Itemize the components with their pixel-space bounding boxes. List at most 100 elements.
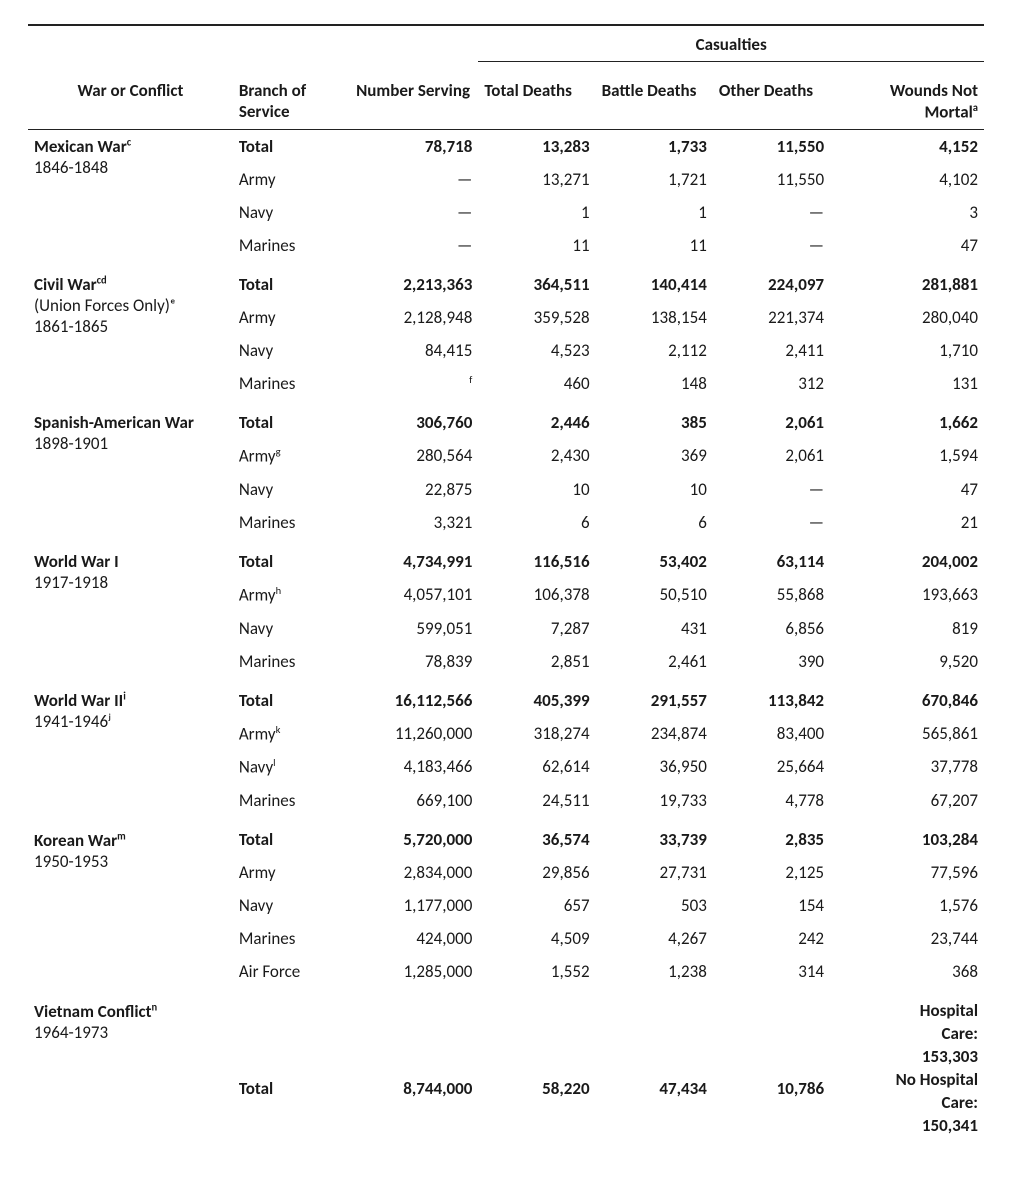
- war-title-cell: Spanish-American War1898-1901: [28, 400, 233, 539]
- empty-cell: [596, 988, 713, 1072]
- other-deaths-cell: 83,400: [713, 717, 830, 751]
- wounds-cell: 47: [830, 229, 984, 262]
- branch-cell: Navy: [233, 473, 350, 506]
- wounds-cell: 4,152: [830, 129, 984, 163]
- serving-cell: 2,213,363: [350, 262, 478, 301]
- serving-cell: f: [350, 367, 478, 401]
- wounds-cell: 1,710: [830, 334, 984, 367]
- branch-cell: Armyk: [233, 717, 350, 751]
- other-deaths-cell: 55,868: [713, 578, 830, 612]
- battle-deaths-cell: 2,112: [596, 334, 713, 367]
- wounds-cell: 819: [830, 612, 984, 645]
- wounds-cell: 193,663: [830, 578, 984, 612]
- branch-cell: Total: [233, 539, 350, 578]
- table-row: Mexican Warc1846-1848Total78,71813,2831,…: [28, 129, 984, 163]
- serving-cell: 669,100: [350, 784, 478, 817]
- branch-cell: Total: [233, 129, 350, 163]
- total-deaths-cell: 10: [478, 473, 595, 506]
- other-deaths-cell: —: [713, 229, 830, 262]
- wounds-cell: 37,778: [830, 750, 984, 784]
- wounds-cell: 9,520: [830, 645, 984, 678]
- serving-cell: 306,760: [350, 400, 478, 439]
- table-row: World War IIi1941-1946ʲTotal16,112,56640…: [28, 678, 984, 717]
- battle-deaths-cell: 138,154: [596, 301, 713, 334]
- total-deaths-cell: 405,399: [478, 678, 595, 717]
- wounds-cell: 281,881: [830, 262, 984, 301]
- branch-cell: Army: [233, 301, 350, 334]
- battle-deaths-cell: 36,950: [596, 750, 713, 784]
- branch-cell: Marines: [233, 367, 350, 401]
- serving-cell: 84,415: [350, 334, 478, 367]
- branch-cell: Navyl: [233, 750, 350, 784]
- battle-deaths-cell: 11: [596, 229, 713, 262]
- serving-cell: —: [350, 163, 478, 196]
- table-row: Civil Warcd(Union Forces Only)ᵉ1861-1865…: [28, 262, 984, 301]
- battle-deaths-cell: 1,721: [596, 163, 713, 196]
- total-deaths-cell: 116,516: [478, 539, 595, 578]
- total-deaths-cell: 62,614: [478, 750, 595, 784]
- header-other-deaths: Other Deaths: [713, 74, 830, 129]
- battle-deaths-cell: 291,557: [596, 678, 713, 717]
- branch-cell: Marines: [233, 506, 350, 539]
- other-deaths-cell: 25,664: [713, 750, 830, 784]
- total-deaths-cell: 4,523: [478, 334, 595, 367]
- total-deaths-cell: 4,509: [478, 922, 595, 955]
- wounds-cell: 670,846: [830, 678, 984, 717]
- total-deaths-cell: 7,287: [478, 612, 595, 645]
- serving-cell: 1,285,000: [350, 955, 478, 988]
- other-deaths-cell: 4,778: [713, 784, 830, 817]
- header-battle-deaths: Battle Deaths: [596, 74, 713, 129]
- other-deaths-cell: 2,125: [713, 856, 830, 889]
- empty-cell: [350, 988, 478, 1072]
- serving-cell: 3,321: [350, 506, 478, 539]
- casualty-table: Casualties War or Conflict Branch of Ser…: [28, 24, 984, 1144]
- war-title-cell: Korean Warm1950-1953: [28, 817, 233, 988]
- other-deaths-cell: —: [713, 506, 830, 539]
- wounds-cell: 1,576: [830, 889, 984, 922]
- battle-deaths-cell: 385: [596, 400, 713, 439]
- total-deaths-cell: 106,378: [478, 578, 595, 612]
- war-title-cell: World War I1917-1918: [28, 539, 233, 678]
- total-deaths-cell: 36,574: [478, 817, 595, 856]
- serving-cell: 5,720,000: [350, 817, 478, 856]
- branch-cell: Army: [233, 163, 350, 196]
- battle-deaths-cell: 53,402: [596, 539, 713, 578]
- branch-cell: Navy: [233, 612, 350, 645]
- battle-deaths-cell: 234,874: [596, 717, 713, 751]
- other-deaths-cell: 242: [713, 922, 830, 955]
- total-deaths-cell: 13,283: [478, 129, 595, 163]
- header-branch: Branch of Service: [233, 74, 350, 129]
- serving-cell: —: [350, 229, 478, 262]
- other-deaths-cell: 2,061: [713, 400, 830, 439]
- battle-deaths-cell: 10: [596, 473, 713, 506]
- wounds-cell: 204,002: [830, 539, 984, 578]
- total-deaths-cell: 2,446: [478, 400, 595, 439]
- other-deaths-cell: 2,411: [713, 334, 830, 367]
- total-deaths-cell: 1,552: [478, 955, 595, 988]
- battle-deaths-cell: 1,733: [596, 129, 713, 163]
- branch-cell: Air Force: [233, 955, 350, 988]
- serving-cell: 424,000: [350, 922, 478, 955]
- other-deaths-cell: 11,550: [713, 129, 830, 163]
- total-deaths-cell: 1: [478, 196, 595, 229]
- header-war: War or Conflict: [28, 74, 233, 129]
- casualties-header: Casualties: [478, 25, 984, 62]
- other-deaths-cell: 11,550: [713, 163, 830, 196]
- war-title-cell: Vietnam Conflictn1964-1973: [28, 988, 233, 1144]
- wounds-cell: 1,662: [830, 400, 984, 439]
- branch-cell: Navy: [233, 889, 350, 922]
- war-title-cell: Civil Warcd(Union Forces Only)ᵉ1861-1865: [28, 262, 233, 401]
- other-deaths-cell: 2,061: [713, 439, 830, 473]
- branch-cell: Marines: [233, 229, 350, 262]
- battle-deaths-cell: 33,739: [596, 817, 713, 856]
- battle-deaths-cell: 1: [596, 196, 713, 229]
- other-deaths-cell: 113,842: [713, 678, 830, 717]
- branch-cell: Total: [233, 1072, 350, 1143]
- wounds-cell: 77,596: [830, 856, 984, 889]
- branch-cell: Marines: [233, 922, 350, 955]
- table-row: Vietnam Conflictn1964-1973 HospitalCare:…: [28, 988, 984, 1072]
- other-deaths-cell: 312: [713, 367, 830, 401]
- war-title-cell: World War IIi1941-1946ʲ: [28, 678, 233, 817]
- total-deaths-cell: 2,430: [478, 439, 595, 473]
- battle-deaths-cell: 4,267: [596, 922, 713, 955]
